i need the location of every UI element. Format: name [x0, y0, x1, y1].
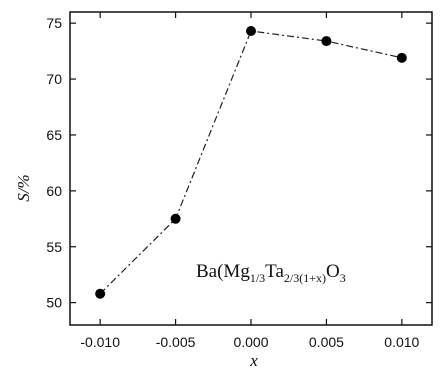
data-point [396, 52, 407, 63]
x-tick-label: 0.005 [309, 334, 344, 350]
y-tick-label: 60 [46, 183, 62, 199]
data-point [321, 36, 332, 47]
formula-part-ta: Ta [265, 261, 284, 282]
y-tick-label: 55 [46, 239, 62, 255]
formula-sub-o: 3 [340, 271, 346, 285]
data-point [170, 213, 181, 224]
data-point [246, 26, 256, 37]
formula-part-o: O [326, 261, 340, 282]
x-axis-label: x [249, 351, 258, 368]
y-ticks: 50 55 60 65 70 75 [46, 15, 432, 311]
series-line [99, 30, 402, 295]
x-tick-label: -0.005 [156, 334, 196, 350]
x-tick-label: -0.010 [80, 334, 120, 350]
data-points [95, 26, 407, 299]
formula-part-base: Ba(Mg [196, 261, 250, 282]
y-tick-label: 75 [46, 15, 62, 31]
x-tick-label: 0.010 [384, 334, 419, 350]
x-tick-label: 0.000 [233, 334, 268, 350]
y-tick-label: 50 [46, 295, 62, 311]
x-ticks: -0.010 -0.005 0.000 0.005 0.010 [80, 12, 420, 350]
y-tick-label: 70 [46, 71, 62, 87]
formula-sub-mg: 1/3 [250, 271, 265, 285]
data-point [95, 288, 106, 299]
y-axis-label: S/% [14, 174, 33, 201]
formula-sub-ta: 2/3(1+x) [284, 271, 326, 285]
formula-annotation: Ba(Mg1/3Ta2/3(1+x)O3 [196, 261, 346, 285]
y-tick-label: 65 [46, 127, 62, 143]
